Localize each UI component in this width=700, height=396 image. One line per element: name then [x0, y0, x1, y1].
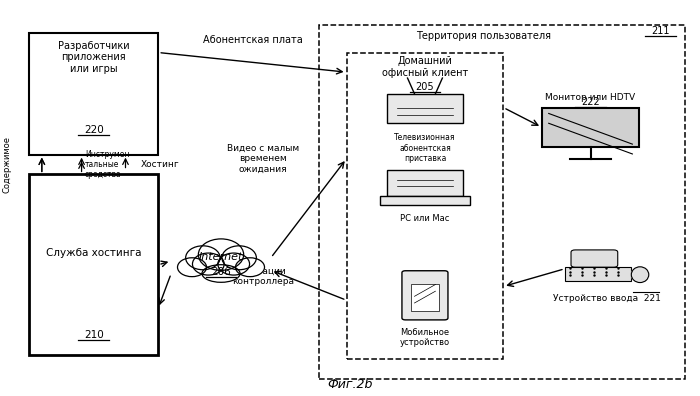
Text: Internet: Internet — [199, 252, 243, 262]
Text: Хостинг: Хостинг — [141, 160, 180, 169]
Ellipse shape — [186, 246, 220, 270]
FancyBboxPatch shape — [542, 108, 639, 147]
Text: Устройство ввода  221: Устройство ввода 221 — [552, 294, 661, 303]
Text: Территория пользователя: Территория пользователя — [416, 31, 551, 41]
Text: 210: 210 — [84, 329, 104, 339]
Text: Телевизионная
абонентская
приставка: Телевизионная абонентская приставка — [394, 133, 456, 163]
FancyBboxPatch shape — [411, 284, 439, 311]
FancyBboxPatch shape — [379, 196, 470, 205]
Text: Мобильное
устройство: Мобильное устройство — [400, 328, 450, 347]
FancyBboxPatch shape — [386, 94, 463, 123]
Text: Служба хостинга: Служба хостинга — [46, 248, 141, 258]
FancyBboxPatch shape — [565, 267, 631, 281]
Text: Видео с малым
временем
ожидания: Видео с малым временем ожидания — [227, 144, 299, 173]
FancyBboxPatch shape — [571, 250, 617, 267]
FancyBboxPatch shape — [386, 170, 463, 196]
Text: 220: 220 — [84, 125, 104, 135]
Text: РС или Mac: РС или Mac — [400, 214, 449, 223]
Text: Фиг.2b: Фиг.2b — [328, 378, 372, 391]
FancyBboxPatch shape — [29, 33, 158, 155]
Text: Монитор или HDTV: Монитор или HDTV — [545, 93, 636, 102]
Text: 206: 206 — [211, 267, 231, 277]
Text: Домашний
офисный клиент: Домашний офисный клиент — [382, 57, 468, 78]
Text: Абонентская плата: Абонентская плата — [202, 34, 302, 45]
Ellipse shape — [235, 258, 265, 277]
Text: Содержимое: Содержимое — [3, 136, 12, 193]
Ellipse shape — [198, 239, 244, 270]
Ellipse shape — [222, 246, 256, 270]
Text: Инструмен-
тальные
средства: Инструмен- тальные средства — [85, 150, 132, 179]
Text: 211: 211 — [651, 26, 669, 36]
Ellipse shape — [218, 253, 250, 275]
Text: 222: 222 — [581, 97, 600, 107]
Ellipse shape — [631, 267, 649, 282]
Ellipse shape — [178, 258, 206, 277]
FancyBboxPatch shape — [29, 174, 158, 355]
Text: Операции
контроллера: Операции контроллера — [232, 267, 294, 286]
FancyBboxPatch shape — [402, 271, 448, 320]
Ellipse shape — [202, 265, 240, 282]
Text: 205: 205 — [416, 82, 434, 92]
Text: Разработчики
приложения
или игры: Разработчики приложения или игры — [58, 41, 130, 74]
Ellipse shape — [193, 253, 224, 275]
